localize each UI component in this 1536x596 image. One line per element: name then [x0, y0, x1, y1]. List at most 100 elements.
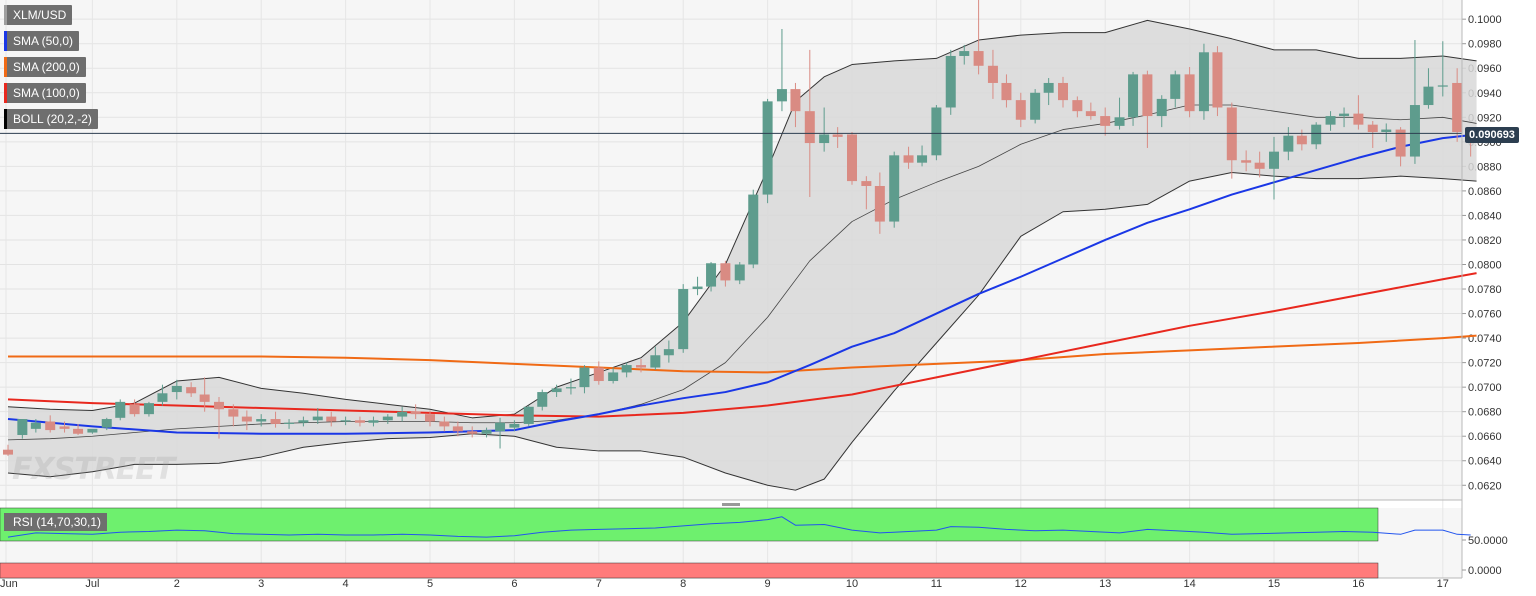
- candle: [734, 262, 745, 285]
- candle-body: [1395, 129, 1406, 157]
- candle: [1325, 111, 1336, 131]
- x-tick-label: 12: [1015, 578, 1027, 590]
- sma200-line: [8, 334, 1477, 374]
- rsi-y-tick-label: 0.0000: [1468, 565, 1502, 577]
- candle: [1156, 95, 1167, 128]
- rsi-overbought-zone: [0, 507, 1379, 542]
- candle: [931, 105, 942, 161]
- candle-body: [467, 431, 478, 434]
- candle-body: [340, 420, 351, 422]
- legend-sma200[interactable]: SMA (200,0): [4, 57, 86, 77]
- y-tick-label: 0.0840: [1468, 210, 1502, 222]
- candle-body: [1043, 82, 1054, 93]
- candle: [143, 401, 154, 417]
- candle-body: [1072, 100, 1083, 112]
- candle-body: [87, 428, 98, 433]
- candle-body: [931, 107, 942, 156]
- candle: [917, 145, 928, 167]
- current-price-tag: 0.090693: [1465, 127, 1519, 143]
- candle-body: [706, 263, 717, 287]
- candle: [1409, 40, 1420, 164]
- y-tick-label: 0.0780: [1468, 284, 1502, 296]
- legend-label: SMA (100,0): [13, 86, 80, 100]
- candle: [157, 384, 168, 406]
- candle: [523, 405, 534, 427]
- candle: [1353, 95, 1364, 130]
- candle-body: [354, 420, 365, 423]
- x-tick-label: 11: [931, 578, 942, 590]
- candle: [17, 419, 28, 439]
- candle-body: [73, 428, 84, 434]
- candle: [804, 49, 815, 198]
- candle-body: [101, 419, 112, 428]
- candle: [1030, 89, 1041, 124]
- candle: [663, 340, 674, 363]
- candle: [228, 404, 239, 427]
- candle: [397, 406, 408, 422]
- candle-body: [832, 134, 843, 137]
- x-tick-label: 15: [1268, 578, 1280, 590]
- legend-sma100[interactable]: SMA (100,0): [4, 83, 86, 103]
- candle: [973, 0, 984, 75]
- candle-body: [157, 393, 168, 402]
- candle-body: [621, 365, 632, 373]
- candle: [298, 416, 309, 427]
- candle: [1128, 71, 1139, 126]
- candle: [1015, 92, 1026, 128]
- candle: [1452, 68, 1463, 142]
- candle-body: [608, 372, 619, 382]
- candle: [959, 44, 970, 65]
- legend-xlmusd[interactable]: XLM/USD: [4, 5, 73, 25]
- candle-body: [1198, 52, 1209, 112]
- candle: [1437, 41, 1448, 97]
- candle: [241, 410, 252, 431]
- candle-body: [1311, 124, 1322, 145]
- candle: [748, 189, 759, 269]
- candle-body: [270, 419, 281, 424]
- candle-body: [1367, 124, 1378, 133]
- candle: [1184, 67, 1195, 118]
- candle: [874, 172, 885, 234]
- candle-body: [1452, 82, 1463, 133]
- candle: [621, 362, 632, 378]
- candle-body: [636, 365, 646, 368]
- candle-body: [1100, 116, 1111, 126]
- candle-body: [973, 51, 984, 66]
- candle-body: [874, 185, 885, 222]
- candle: [1339, 107, 1350, 128]
- candle: [1241, 150, 1252, 172]
- candle: [1381, 123, 1392, 142]
- candle-body: [452, 426, 463, 432]
- candle: [1254, 151, 1265, 178]
- y-tick-label: 0.0820: [1468, 235, 1502, 247]
- candle: [354, 416, 365, 427]
- candle-body: [397, 411, 408, 417]
- candle: [945, 49, 956, 115]
- pane-resize-handle: [722, 503, 740, 506]
- candle-body: [1269, 151, 1279, 169]
- candle: [847, 132, 857, 185]
- candle: [819, 107, 830, 152]
- rsi-legend[interactable]: RSI (14,70,30,1): [4, 513, 108, 531]
- candle-body: [256, 419, 267, 422]
- candle-body: [917, 155, 928, 163]
- candle-body: [1409, 105, 1420, 157]
- candle-body: [1296, 135, 1307, 145]
- candle: [1114, 97, 1125, 130]
- candle: [790, 82, 801, 128]
- candle: [1085, 102, 1096, 120]
- candle: [903, 146, 914, 169]
- y-tick-label: 0.0700: [1468, 382, 1502, 394]
- candle: [1283, 127, 1294, 161]
- candle: [214, 396, 224, 439]
- candle-body: [889, 155, 900, 222]
- legend-sma50[interactable]: SMA (50,0): [4, 31, 80, 51]
- y-tick-label: 0.0620: [1468, 480, 1502, 492]
- x-tick-label: 5: [427, 578, 433, 590]
- candle-body: [425, 414, 435, 422]
- candle-body: [1353, 113, 1364, 125]
- candles: [3, 0, 1476, 456]
- candle-body: [312, 416, 323, 421]
- legend-boll[interactable]: BOLL (20,2,-2): [4, 109, 98, 129]
